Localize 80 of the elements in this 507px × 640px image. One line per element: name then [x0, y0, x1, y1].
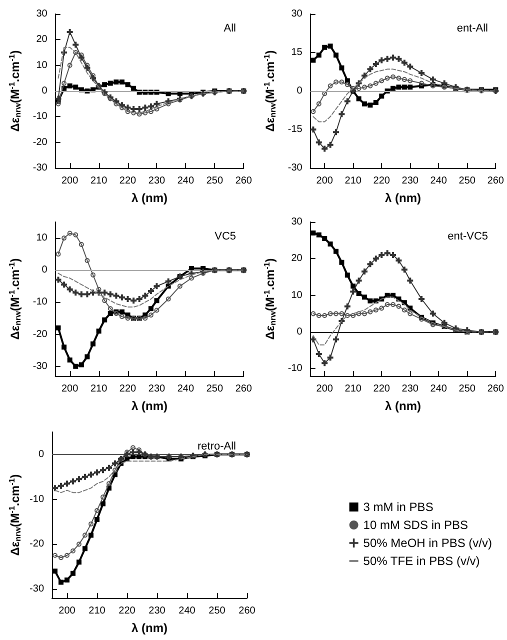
x-axis-title: λ (nm) [132, 621, 168, 635]
x-axis-title: λ (nm) [132, 191, 168, 205]
x-tick-label: 250 [458, 176, 476, 186]
x-tick-label: 200 [316, 176, 334, 186]
x-axis-title: λ (nm) [385, 399, 422, 413]
x-tick-label: 260 [238, 606, 256, 616]
text: retro-All [197, 440, 236, 452]
x-tick-label: 220 [118, 606, 136, 616]
y-tick-label: -10 [288, 363, 303, 374]
y-tick-label: -20 [32, 328, 48, 340]
y-tick-label: 30 [36, 8, 48, 20]
x-tick-label: 250 [208, 606, 226, 616]
y-tick-label: 0 [42, 86, 48, 96]
x-tick-label: 250 [458, 384, 476, 394]
x-tick-label: 220 [119, 384, 137, 394]
y-tick-label: -20 [30, 538, 44, 550]
y-tick-label: -10 [30, 494, 44, 505]
y-tick-label: 10 [36, 60, 48, 71]
text: ent-VC5 [448, 230, 488, 242]
x-tick-label: 230 [148, 384, 166, 394]
text: ent-All [456, 22, 488, 34]
y-tick-label: -10 [32, 111, 48, 122]
x-tick-label: 250 [206, 176, 224, 186]
y-tick-label: 0 [296, 326, 303, 338]
y-tick-label: 10 [36, 232, 48, 244]
text: All [224, 22, 236, 34]
x-tick-label: 200 [58, 606, 76, 616]
y-axis-title: Δεnrw(M-1.cm-1) [8, 50, 22, 132]
x-tick-label: 240 [177, 384, 194, 394]
x-tick-label: 240 [177, 176, 194, 186]
y-tick-label: 15 [291, 47, 303, 58]
x-tick-label: 230 [148, 606, 166, 616]
x-tick-label: 230 [402, 384, 419, 394]
x-tick-label: 260 [235, 176, 252, 186]
x-tick-label: 220 [373, 176, 390, 186]
y-tick-label: 20 [291, 253, 303, 264]
x-tick-label: 250 [206, 384, 224, 394]
y-tick-label: 0 [42, 264, 48, 276]
x-tick-label: 200 [316, 384, 334, 394]
x-tick-label: 220 [373, 384, 390, 394]
y-tick-label: -30 [30, 584, 44, 595]
y-tick-label: -30 [288, 162, 303, 174]
legend-label: 50% MeOH in PBS (v/v) [363, 536, 492, 550]
x-tick-label: 260 [487, 176, 504, 186]
y-tick-label: 30 [291, 216, 303, 228]
x-tick-label: 210 [344, 176, 362, 186]
x-tick-label: 240 [430, 176, 448, 186]
y-axis-title: Δεnrw(M-1.cm-1) [262, 258, 278, 340]
x-tick-label: 220 [119, 176, 137, 186]
x-tick-label: 260 [487, 384, 504, 394]
y-axis-title: Δεnrw(M-1.cm-1) [8, 474, 22, 556]
y-tick-label: 20 [36, 34, 48, 46]
x-tick-label: 210 [88, 606, 106, 616]
x-tick-label: 210 [90, 176, 108, 186]
legend-label: 50% TFE in PBS (v/v) [363, 554, 480, 568]
y-tick-label: -30 [32, 162, 48, 174]
x-tick-label: 210 [344, 384, 362, 394]
y-tick-label: -30 [32, 360, 48, 372]
x-axis-title: λ (nm) [385, 191, 422, 205]
y-tick-label: -10 [32, 296, 48, 308]
y-axis-title: Δεnrw(M-1.cm-1) [8, 258, 22, 340]
x-tick-label: 230 [148, 176, 166, 186]
y-tick-label: 30 [291, 8, 303, 20]
legend-label: 3 mM in PBS [363, 500, 434, 514]
y-tick-label: -15 [288, 124, 303, 135]
y-tick-label: 10 [291, 290, 303, 301]
text: VC5 [214, 230, 236, 242]
y-tick-label: -20 [32, 136, 48, 148]
x-tick-label: 240 [430, 384, 448, 394]
legend-label: 10 mM SDS in PBS [363, 518, 468, 532]
x-tick-label: 210 [90, 384, 108, 394]
y-tick-label: 0 [38, 448, 44, 460]
x-tick-label: 200 [61, 176, 79, 186]
x-tick-label: 260 [235, 384, 252, 394]
x-tick-label: 230 [402, 176, 419, 186]
x-tick-label: 240 [178, 606, 196, 616]
x-tick-label: 200 [61, 384, 79, 394]
y-axis-title: Δεnrw(M-1.cm-1) [262, 50, 278, 132]
y-tick-label: 0 [296, 86, 303, 96]
x-axis-title: λ (nm) [132, 399, 168, 413]
